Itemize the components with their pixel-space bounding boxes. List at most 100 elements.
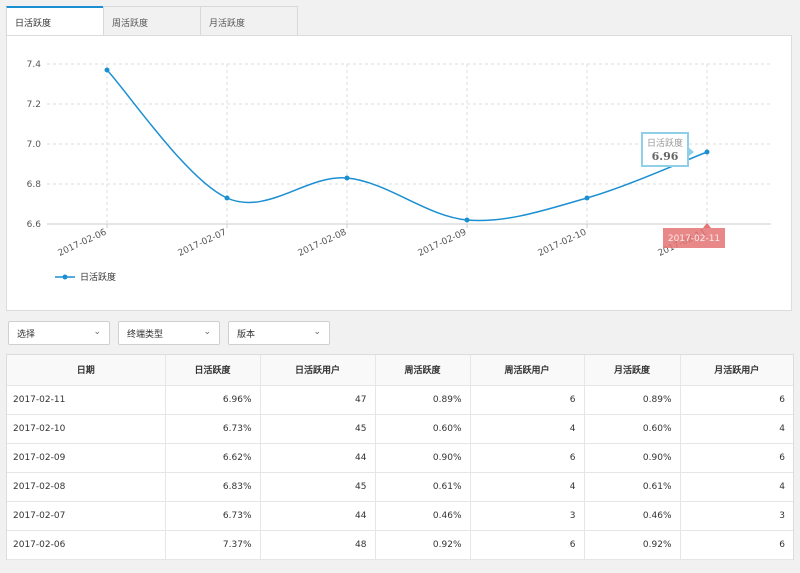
- header-date[interactable]: 日期: [7, 355, 166, 386]
- data-point: [584, 195, 590, 201]
- terminal-type-dropdown[interactable]: 终端类型 ⌄: [118, 321, 220, 345]
- activity-table-container: 日期 日活跃度 日活跃用户 周活跃度 周活跃用户 月活跃度 月活跃用户 2017…: [6, 354, 794, 560]
- cell-daily-activity: 7.37%: [165, 530, 261, 560]
- cell-weekly-activity: 0.61%: [375, 472, 471, 502]
- header-weekly-activity[interactable]: 周活跃度: [375, 355, 471, 386]
- cell-weekly-activity: 0.46%: [375, 501, 471, 531]
- y-tick-label: 6.8: [27, 180, 42, 190]
- select-label: 选择: [17, 330, 36, 340]
- table-row: 2017-02-08 6.83% 45 0.61% 4 0.61% 4: [7, 472, 793, 502]
- cell-daily-activity: 6.96%: [165, 385, 261, 415]
- table-header-row: 日期 日活跃度 日活跃用户 周活跃度 周活跃用户 月活跃度 月活跃用户: [7, 355, 793, 386]
- tooltip-pointer: [688, 147, 694, 157]
- cell-weekly-activity: 0.90%: [375, 443, 471, 473]
- header-monthly-users[interactable]: 月活跃用户: [680, 355, 793, 386]
- cell-weekly-activity: 0.60%: [375, 414, 471, 444]
- cell-weekly-users: 6: [470, 385, 585, 415]
- cell-monthly-users: 4: [680, 472, 793, 502]
- cell-weekly-users: 4: [470, 472, 585, 502]
- tab-monthly[interactable]: 月活跃度: [200, 6, 298, 36]
- cell-daily-activity: 6.62%: [165, 443, 261, 473]
- table-row: 2017-02-11 6.96% 47 0.89% 6 0.89% 6: [7, 385, 793, 415]
- cell-daily-users: 48: [260, 530, 376, 560]
- cell-monthly-activity: 0.61%: [584, 472, 681, 502]
- cell-daily-users: 44: [260, 443, 376, 473]
- cell-monthly-activity: 0.60%: [584, 414, 681, 444]
- chevron-down-icon: ⌄: [203, 327, 211, 337]
- cell-weekly-users: 6: [470, 530, 585, 560]
- data-point: [224, 195, 230, 201]
- x-tick-label: 2017-02-09: [417, 228, 469, 259]
- x-tick-label: 2017-02-08: [297, 228, 349, 259]
- chart-panel: 6.6 6.8 7.0 7.2 7.4 2017-02-06 2017-02-07 2017-…: [6, 35, 792, 311]
- select-dropdown[interactable]: 选择 ⌄: [8, 321, 110, 345]
- table-row: 2017-02-07 6.73% 44 0.46% 3 0.46% 3: [7, 501, 793, 531]
- chevron-down-icon: ⌄: [93, 327, 101, 337]
- cell-monthly-activity: 0.92%: [584, 530, 681, 560]
- version-dropdown[interactable]: 版本 ⌄: [228, 321, 330, 345]
- cell-weekly-users: 4: [470, 414, 585, 444]
- terminal-type-label: 终端类型: [127, 330, 164, 340]
- tooltip-title: 日活跃度: [647, 137, 683, 149]
- chart-legend: 日活跃度: [55, 271, 116, 283]
- marker-pointer: [703, 223, 711, 228]
- highlight-date-marker: 2017-02-11: [663, 223, 725, 248]
- y-tick-label: 7.2: [27, 100, 41, 110]
- filter-bar: 选择 ⌄ 终端类型 ⌄ 版本 ⌄: [8, 321, 330, 345]
- data-point: [464, 217, 470, 223]
- tab-weekly[interactable]: 周活跃度: [103, 6, 201, 36]
- cell-daily-users: 45: [260, 414, 376, 444]
- tab-daily[interactable]: 日活跃度: [6, 6, 104, 37]
- header-daily-users[interactable]: 日活跃用户: [260, 355, 376, 386]
- header-daily-activity[interactable]: 日活跃度: [165, 355, 261, 386]
- activity-table: 日期 日活跃度 日活跃用户 周活跃度 周活跃用户 月活跃度 月活跃用户 2017…: [7, 355, 793, 560]
- cell-monthly-users: 3: [680, 501, 793, 531]
- chevron-down-icon: ⌄: [313, 327, 321, 337]
- cell-date: 2017-02-11: [7, 385, 166, 415]
- x-tick-label: 2017-02-06: [57, 228, 109, 259]
- cell-monthly-users: 6: [680, 443, 793, 473]
- cell-monthly-users: 6: [680, 530, 793, 560]
- cell-daily-users: 47: [260, 385, 376, 415]
- cell-monthly-activity: 0.46%: [584, 501, 681, 531]
- cell-weekly-users: 6: [470, 443, 585, 473]
- cell-monthly-users: 6: [680, 385, 793, 415]
- cell-monthly-users: 4: [680, 414, 793, 444]
- cell-date: 2017-02-06: [7, 530, 166, 560]
- table-row: 2017-02-10 6.73% 45 0.60% 4 0.60% 4: [7, 414, 793, 444]
- cell-daily-users: 44: [260, 501, 376, 531]
- data-point: [704, 149, 710, 155]
- marker-box: [663, 228, 725, 248]
- y-tick-label: 6.6: [27, 220, 42, 230]
- table-row: 2017-02-06 7.37% 48 0.92% 6 0.92% 6: [7, 530, 793, 560]
- cell-daily-activity: 6.73%: [165, 501, 261, 531]
- tooltip-value: 6.96: [652, 150, 679, 163]
- table-row: 2017-02-09 6.62% 44 0.90% 6 0.90% 6: [7, 443, 793, 473]
- activity-line-chart: 6.6 6.8 7.0 7.2 7.4 2017-02-06 2017-02-07 2017-…: [27, 60, 771, 283]
- cell-monthly-activity: 0.89%: [584, 385, 681, 415]
- header-weekly-users[interactable]: 周活跃用户: [470, 355, 585, 386]
- marker-label: 2017-02-11: [668, 234, 720, 244]
- version-label: 版本: [237, 330, 256, 340]
- x-tick-label: 2017-02-10: [537, 228, 589, 259]
- cell-date: 2017-02-09: [7, 443, 166, 473]
- data-point: [344, 175, 350, 181]
- data-point: [104, 67, 110, 73]
- x-tick-label: 2017-02-07: [177, 228, 229, 259]
- series-line-daily-activity: [106, 69, 708, 222]
- cell-date: 2017-02-07: [7, 501, 166, 531]
- header-monthly-activity[interactable]: 月活跃度: [584, 355, 681, 386]
- cell-daily-activity: 6.73%: [165, 414, 261, 444]
- y-tick-label: 7.0: [27, 140, 42, 150]
- cell-daily-activity: 6.83%: [165, 472, 261, 502]
- cell-weekly-activity: 0.89%: [375, 385, 471, 415]
- cell-weekly-users: 3: [470, 501, 585, 531]
- cell-monthly-activity: 0.90%: [584, 443, 681, 473]
- tab-bar: 日活跃度 周活跃度 月活跃度: [6, 6, 298, 37]
- cell-date: 2017-02-08: [7, 472, 166, 502]
- cell-date: 2017-02-10: [7, 414, 166, 444]
- legend-marker: [62, 274, 68, 280]
- legend-label: 日活跃度: [80, 271, 116, 283]
- cell-weekly-activity: 0.92%: [375, 530, 471, 560]
